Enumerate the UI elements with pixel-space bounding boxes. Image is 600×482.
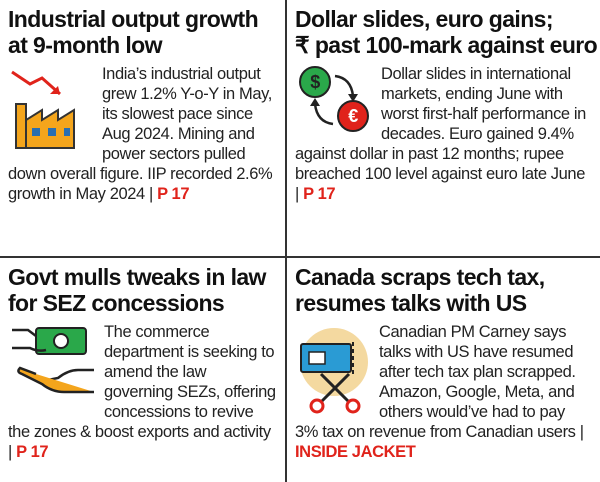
headline: Dollar slides, euro gains; ₹ past 100-ma… xyxy=(295,6,598,58)
panel: Dollar slides, euro gains; ₹ past 100-ma… xyxy=(287,0,600,256)
body: $ € Dollar slides in international marke… xyxy=(295,64,592,204)
page-ref: INSIDE JACKET xyxy=(295,443,416,461)
headline-line: resumes talks with US xyxy=(295,290,527,316)
headline-line: Industrial output growth xyxy=(8,6,259,32)
headline-line: Canada scraps tech tax, xyxy=(295,264,545,290)
headline-line: ₹ past 100-mark against euro xyxy=(295,32,598,58)
currency-icon: $ € xyxy=(299,66,369,132)
headline-line: Dollar slides, euro gains; xyxy=(295,6,554,32)
headline-line: Govt mulls tweaks in law xyxy=(8,264,266,290)
page-ref: P 17 xyxy=(16,443,49,461)
body-text: Canadian PM Carney says talks with US ha… xyxy=(295,323,584,441)
factory-icon xyxy=(11,70,75,149)
panel: Govt mulls tweaks in law for SEZ concess… xyxy=(0,258,285,482)
panel: Industrial output growth at 9-month low … xyxy=(0,0,285,256)
body: Canadian PM Carney says talks with US ha… xyxy=(295,322,592,462)
headline: Industrial output growth at 9-month low xyxy=(8,6,277,58)
body: India’s industrial output grew 1.2% Y-o-… xyxy=(8,64,277,204)
scissors-note-icon xyxy=(300,328,368,414)
svg-text:$: $ xyxy=(310,72,320,92)
headline: Canada scraps tech tax, resumes talks wi… xyxy=(295,264,592,316)
svg-text:€: € xyxy=(348,106,358,126)
page-ref: P 17 xyxy=(157,185,190,203)
panel: Canada scraps tech tax, resumes talks wi… xyxy=(287,258,600,482)
money-hand-icon xyxy=(12,327,94,394)
body-text: India’s industrial output grew 1.2% Y-o-… xyxy=(8,65,273,203)
column-divider xyxy=(285,0,287,482)
headline: Govt mulls tweaks in law for SEZ concess… xyxy=(8,264,277,316)
page-ref: P 17 xyxy=(303,185,336,203)
headline-line: at 9-month low xyxy=(8,32,162,58)
row-divider xyxy=(0,256,600,258)
body-text: The commerce department is seeking to am… xyxy=(8,323,276,461)
body-text: Dollar slides in international markets, … xyxy=(295,65,586,203)
headline-line: for SEZ concessions xyxy=(8,290,225,316)
body: The commerce department is seeking to am… xyxy=(8,322,277,462)
